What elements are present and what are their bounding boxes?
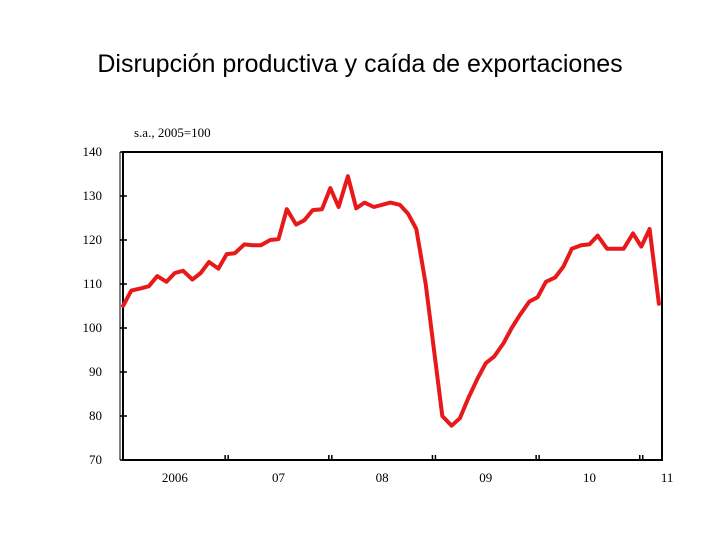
x-tick-label: 08	[376, 470, 389, 485]
y-axis: 140 130 120 110 100 90 80 70	[83, 144, 127, 467]
x-tick-label: 10	[583, 470, 596, 485]
x-tick-label: 07	[272, 470, 286, 485]
y-tick-label: 90	[89, 364, 102, 379]
plot-frame	[119, 151, 663, 461]
y-tick-label: 110	[83, 276, 102, 291]
y-tick-label: 140	[83, 144, 103, 159]
y-tick-label: 120	[83, 232, 103, 247]
x-tick-label: 11	[661, 470, 674, 485]
y-tick-label: 130	[83, 188, 103, 203]
x-tick-label: 2006	[162, 470, 189, 485]
plot-border	[122, 151, 663, 461]
unit-label: s.a., 2005=100	[134, 125, 211, 140]
y-tick-label: 100	[83, 320, 103, 335]
y-tick-label: 80	[89, 408, 102, 423]
slide-title: Disrupción productiva y caída de exporta…	[97, 50, 623, 78]
series-line-0	[121, 174, 661, 428]
x-tick-label: 09	[479, 470, 492, 485]
y-tick-label: 70	[89, 452, 102, 467]
x-axis: 2006 07 08 09 10 11	[162, 455, 674, 485]
series-layer	[121, 174, 661, 428]
